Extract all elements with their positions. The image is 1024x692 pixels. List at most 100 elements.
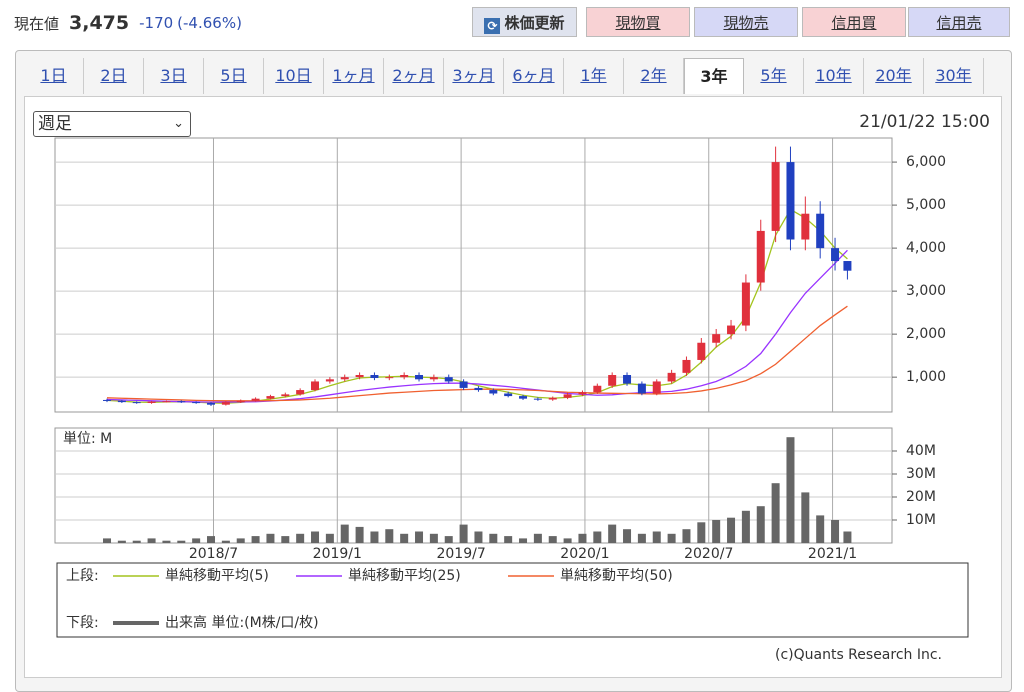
- period-tab[interactable]: 30年: [924, 58, 984, 94]
- unit-label: 単位: M: [63, 431, 112, 447]
- candle-body: [712, 334, 721, 343]
- candle-body: [251, 398, 260, 401]
- candle-body: [667, 372, 676, 382]
- volume-bar: [385, 529, 394, 543]
- y-tick-label: 10M: [906, 512, 936, 528]
- candle-body: [727, 325, 736, 335]
- x-tick-label: 2020/1: [560, 546, 609, 562]
- candle-body: [741, 282, 750, 326]
- candle-body: [593, 385, 602, 393]
- moving-average-line: [106, 208, 848, 404]
- volume-bar: [652, 531, 661, 543]
- candle-body: [415, 375, 424, 380]
- price-header: 現在値 3,475 -170 (-4.66%): [14, 8, 246, 38]
- period-tab[interactable]: 10年: [804, 58, 864, 94]
- period-tab[interactable]: 1年: [564, 58, 624, 94]
- candle-body: [608, 375, 617, 386]
- candle-body: [355, 375, 364, 378]
- period-tab[interactable]: 2日: [84, 58, 144, 94]
- refresh-button[interactable]: ⟳ 株価更新: [472, 7, 577, 37]
- volume-bar: [741, 510, 750, 543]
- period-tab[interactable]: 10日: [264, 58, 324, 94]
- period-tab[interactable]: 6ヶ月: [504, 58, 564, 94]
- volume-bar: [355, 526, 364, 543]
- interval-select[interactable]: 週足 ⌄: [33, 111, 191, 137]
- period-tab[interactable]: 1日: [24, 58, 84, 94]
- candle-body: [281, 394, 290, 397]
- period-tab[interactable]: 3年: [684, 58, 744, 94]
- candle-body: [652, 381, 661, 394]
- volume-bar: [177, 540, 186, 543]
- volume-bar: [563, 538, 572, 543]
- x-tick-label: 2019/7: [436, 546, 485, 562]
- margin-buy-button[interactable]: 信用買: [802, 7, 906, 37]
- volume-bar: [756, 506, 765, 543]
- volume-bar: [266, 533, 275, 543]
- period-tab[interactable]: 2ヶ月: [384, 58, 444, 94]
- legend-entry: 出来高 単位:(M株/口/枚): [165, 614, 319, 631]
- volume-bar: [667, 533, 676, 543]
- volume-bar: [311, 531, 320, 543]
- volume-bar: [504, 536, 513, 543]
- timestamp: 21/01/22 15:00: [859, 112, 990, 132]
- volume-bar: [221, 540, 230, 543]
- y-tick-label: 6,000: [906, 154, 946, 170]
- volume-bar: [489, 533, 498, 543]
- candle-body: [325, 379, 334, 382]
- charts: 1,000 2,000 3,000 4,000 5,000 6,000 10M 20M 30M 4…: [54, 137, 969, 663]
- sell-button[interactable]: 現物売: [694, 7, 798, 37]
- volume-bar: [593, 531, 602, 543]
- volume-bar: [548, 536, 557, 543]
- candle-body: [117, 400, 126, 403]
- candle-body: [786, 162, 795, 240]
- volume-bar: [400, 533, 409, 543]
- candle-body: [459, 381, 468, 388]
- period-tab[interactable]: 5年: [744, 58, 804, 94]
- candle-body: [340, 377, 349, 380]
- candle-body: [400, 375, 409, 378]
- copyright: (c)Quants Research Inc.: [775, 647, 942, 663]
- candle-body: [563, 394, 572, 398]
- buy-button[interactable]: 現物買: [586, 7, 690, 37]
- volume-bar: [816, 515, 825, 543]
- candle-body: [533, 398, 542, 400]
- volume-bar: [727, 517, 736, 543]
- volume-bar: [831, 520, 840, 543]
- price-change: -170: [139, 14, 174, 32]
- candle-body: [816, 213, 825, 249]
- x-tick-label: 2021/1: [808, 546, 857, 562]
- legend-entry: 単純移動平均(5): [165, 568, 269, 584]
- x-tick-label: 2018/7: [189, 546, 238, 562]
- period-tabs: 1日 2日 3日 5日 10日 1ヶ月 2ヶ月 3ヶ月 6ヶ月 1年 2年 3年 5年 10年 20年 30年: [24, 58, 984, 94]
- y-tick-label: 4,000: [906, 240, 946, 256]
- candle-body: [548, 397, 557, 400]
- candle-body: [385, 377, 394, 379]
- period-tab[interactable]: 3日: [144, 58, 204, 94]
- margin-sell-button[interactable]: 信用売: [908, 7, 1010, 37]
- volume-bar: [370, 531, 379, 543]
- volume-bar: [117, 540, 126, 543]
- volume-bar: [132, 540, 141, 543]
- y-tick-label: 1,000: [906, 369, 946, 385]
- candle-body: [578, 392, 587, 395]
- period-tab[interactable]: 5日: [204, 58, 264, 94]
- candle-body: [771, 162, 780, 231]
- candle-body: [162, 401, 171, 403]
- volume-bar: [429, 533, 438, 543]
- candle-body: [831, 248, 840, 262]
- candle-body: [697, 342, 706, 360]
- legend-upper-label: 上段:: [66, 568, 99, 584]
- period-tab[interactable]: 1ヶ月: [324, 58, 384, 94]
- period-tab[interactable]: 2年: [624, 58, 684, 94]
- volume-bar: [697, 522, 706, 543]
- volume-bar: [771, 483, 780, 543]
- period-tab[interactable]: 3ヶ月: [444, 58, 504, 94]
- y-tick-label: 2,000: [906, 326, 946, 342]
- period-tab[interactable]: 20年: [864, 58, 924, 94]
- candle-body: [843, 261, 852, 271]
- candle-body: [444, 377, 453, 382]
- candle-body: [103, 399, 112, 401]
- volume-bar: [162, 540, 171, 543]
- volume-bar: [578, 533, 587, 543]
- candle-body: [370, 375, 379, 379]
